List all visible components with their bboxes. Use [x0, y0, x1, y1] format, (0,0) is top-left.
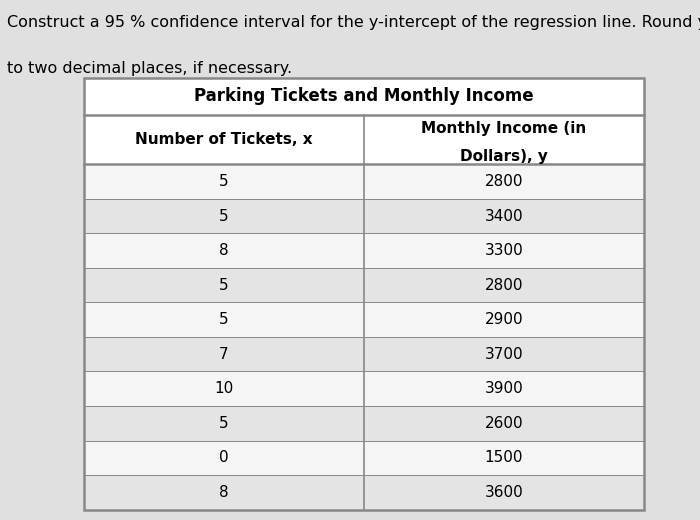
Text: 1500: 1500	[484, 450, 524, 465]
Text: Construct a 95 % confidence interval for the y-intercept of the regression line.: Construct a 95 % confidence interval for…	[7, 15, 700, 30]
Text: Monthly Income (in: Monthly Income (in	[421, 121, 587, 136]
Bar	[84, 164, 364, 199]
Bar	[364, 164, 644, 199]
Bar	[84, 199, 364, 233]
Text: 3600: 3600	[484, 485, 524, 500]
Text: 5: 5	[219, 416, 229, 431]
Bar	[364, 440, 644, 475]
Bar	[84, 475, 364, 510]
Bar	[364, 268, 644, 303]
Text: Number of Tickets, x: Number of Tickets, x	[135, 132, 313, 147]
Text: 2800: 2800	[484, 174, 524, 189]
Text: 2900: 2900	[484, 312, 524, 327]
Text: 8: 8	[219, 243, 229, 258]
Text: to two decimal places, if necessary.: to two decimal places, if necessary.	[7, 61, 292, 76]
Text: Dollars), y: Dollars), y	[460, 149, 548, 164]
Text: 7: 7	[219, 347, 229, 362]
Bar	[84, 337, 364, 371]
Text: 3700: 3700	[484, 347, 524, 362]
Text: 10: 10	[214, 381, 234, 396]
Bar	[84, 371, 364, 406]
Bar	[364, 371, 644, 406]
Text: 0: 0	[219, 450, 229, 465]
Bar	[84, 406, 364, 440]
Bar	[364, 303, 644, 337]
Text: 8: 8	[219, 485, 229, 500]
Bar	[364, 475, 644, 510]
Bar	[364, 199, 644, 233]
Text: 2800: 2800	[484, 278, 524, 293]
Bar	[84, 440, 364, 475]
Bar	[84, 268, 364, 303]
Bar	[84, 233, 364, 268]
Bar	[364, 406, 644, 440]
Bar	[364, 233, 644, 268]
Text: 5: 5	[219, 278, 229, 293]
Text: 3300: 3300	[484, 243, 524, 258]
Text: 5: 5	[219, 209, 229, 224]
Text: Parking Tickets and Monthly Income: Parking Tickets and Monthly Income	[194, 87, 534, 106]
Text: 2600: 2600	[484, 416, 524, 431]
Bar	[84, 303, 364, 337]
Text: 3900: 3900	[484, 381, 524, 396]
Text: 3400: 3400	[484, 209, 524, 224]
Text: 5: 5	[219, 312, 229, 327]
Text: 5: 5	[219, 174, 229, 189]
Bar	[364, 337, 644, 371]
